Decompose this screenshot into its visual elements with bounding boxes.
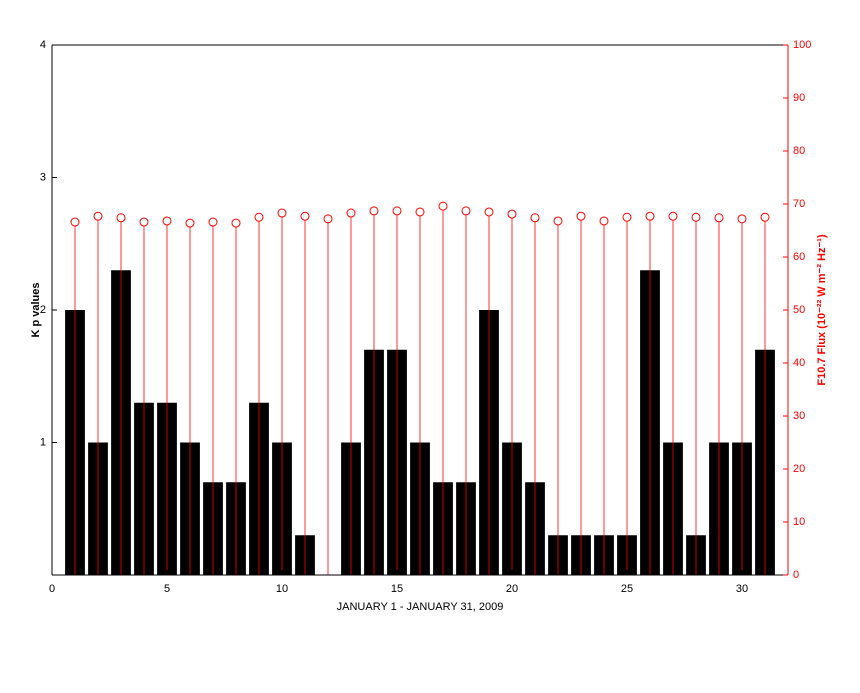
x-tick-label: 5 [164,583,170,595]
stem-marker [576,211,586,221]
y2-tick-label: 50 [793,304,805,316]
stem-marker [691,212,701,222]
stem-marker [369,206,379,216]
x-tick-label: 25 [621,583,633,595]
y2-tick-label: 40 [793,357,805,369]
y2-tick-label: 100 [793,39,811,51]
y-tick-label: 4 [40,39,46,51]
stem-marker [737,214,747,224]
stem-marker [300,211,310,221]
stem-marker [760,212,770,222]
stem-marker [461,206,471,216]
x-tick-label: 30 [736,583,748,595]
stem-marker [645,211,655,221]
stem-marker [185,218,195,228]
stem-marker [70,217,80,227]
y2-tick-label: 30 [793,410,805,422]
stem-marker [93,211,103,221]
stem-marker [714,213,724,223]
y2-axis-label: F10.7 Flux (10⁻²² W m⁻² Hz⁻¹) [816,234,828,386]
stem-marker [254,212,264,222]
y-tick-label: 2 [40,304,46,316]
stem-marker [323,214,333,224]
stem-marker [415,207,425,217]
y2-tick-label: 70 [793,198,805,210]
stem-marker [484,207,494,217]
x-axis-label: JANUARY 1 - JANUARY 31, 2009 [337,601,504,613]
x-tick-label: 15 [391,583,403,595]
y2-tick-label: 10 [793,516,805,528]
y-tick-label: 3 [40,171,46,183]
y2-tick-label: 20 [793,463,805,475]
y-axis-label: K p values [30,282,42,337]
stem-marker [162,216,172,226]
stem-marker [668,211,678,221]
stem-marker [530,213,540,223]
y2-tick-label: 60 [793,251,805,263]
stem-marker [139,217,149,227]
y2-tick-label: 90 [793,92,805,104]
stem-marker [346,208,356,218]
y2-tick-label: 80 [793,145,805,157]
stem-marker [599,216,609,226]
stem-marker [438,201,448,211]
y2-tick-label: 0 [793,569,799,581]
y-tick-label: 1 [40,436,46,448]
stem-marker [622,212,632,222]
x-tick-label: 0 [49,583,55,595]
stem-marker [392,206,402,216]
stem-marker [277,208,287,218]
stem-marker [116,213,126,223]
stem-marker [553,216,563,226]
x-tick-label: 10 [276,583,288,595]
x-tick-label: 20 [506,583,518,595]
stem-marker [507,209,517,219]
stem-marker [231,218,241,228]
stem-marker [208,217,218,227]
